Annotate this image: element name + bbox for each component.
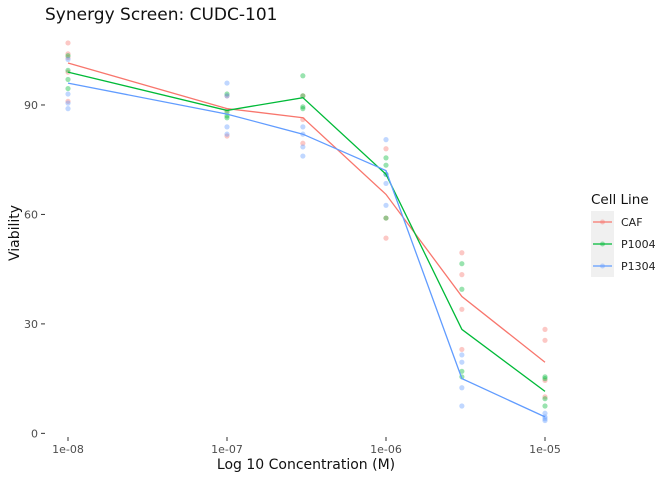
- y-axis-title: Viability: [7, 205, 23, 261]
- data-point-p1004: [459, 368, 465, 374]
- data-point-p1304: [65, 91, 71, 97]
- data-point-caf: [65, 51, 71, 57]
- data-point-p1304: [459, 403, 465, 409]
- series-line-p1004: [67, 71, 546, 392]
- data-point-p1304: [224, 131, 230, 137]
- data-point-p1304: [224, 93, 230, 99]
- data-point-p1004: [65, 85, 71, 92]
- data-point-caf: [224, 133, 230, 139]
- data-point-p1004: [65, 76, 71, 83]
- data-point-caf: [542, 326, 548, 332]
- data-point-p1004: [224, 91, 230, 97]
- legend-title: Cell Line: [591, 192, 649, 208]
- data-point-caf: [383, 215, 389, 221]
- series-line-p1304: [67, 82, 546, 418]
- plot-area: 0 30 60 90 1e-08 1e-07 1e-06 1e-05: [24, 40, 561, 456]
- data-point-p1304: [224, 124, 230, 130]
- data-point-p1304: [300, 124, 306, 130]
- data-point-p1304: [65, 100, 71, 106]
- data-point-p1304: [542, 416, 548, 422]
- data-point-caf: [224, 93, 230, 99]
- legend-label-caf: CAF: [621, 216, 643, 229]
- data-point-caf: [542, 377, 548, 384]
- data-point-p1304: [65, 56, 71, 62]
- data-point-p1004: [300, 104, 306, 110]
- data-point-caf: [300, 140, 306, 146]
- legend-label-p1304: P1304: [621, 260, 656, 273]
- legend-point-caf: [600, 219, 605, 225]
- data-point-p1004: [383, 155, 389, 161]
- data-point-p1304: [65, 106, 71, 112]
- legend-label-p1004: P1004: [621, 238, 656, 251]
- data-point-p1004: [459, 261, 465, 267]
- data-point-p1304: [300, 153, 306, 159]
- data-point-caf: [542, 337, 548, 343]
- data-point-caf: [300, 93, 306, 99]
- data-point-p1304: [542, 410, 548, 416]
- y-tick-label: 90: [24, 99, 38, 112]
- data-point-caf: [459, 272, 465, 278]
- data-point-p1004: [300, 73, 306, 79]
- data-point-p1304: [224, 80, 230, 86]
- data-point-p1004: [542, 376, 548, 382]
- x-tick-label: 1e-06: [370, 443, 402, 456]
- x-tick-label: 1e-08: [52, 443, 84, 456]
- data-point-p1304: [300, 144, 306, 150]
- data-point-p1004: [383, 215, 389, 221]
- data-point-p1304: [459, 352, 465, 358]
- data-point-p1004: [65, 67, 71, 73]
- data-point-p1004: [542, 396, 548, 402]
- x-tick-label: 1e-05: [529, 443, 561, 456]
- data-point-p1004: [300, 106, 306, 112]
- data-point-caf: [65, 54, 71, 61]
- y-tick-label: 60: [24, 208, 38, 221]
- data-point-caf: [459, 306, 465, 312]
- data-point-p1004: [383, 162, 389, 168]
- data-point-caf: [542, 394, 548, 400]
- y-tick-label: 30: [24, 318, 38, 331]
- data-point-p1304: [383, 202, 389, 208]
- legend: Cell Line CAF P1004 P1304: [591, 192, 656, 277]
- data-point-p1004: [224, 115, 230, 121]
- data-point-caf: [459, 346, 465, 353]
- data-point-p1004: [65, 53, 71, 59]
- data-point-p1304: [383, 180, 389, 187]
- data-point-caf: [65, 98, 71, 104]
- legend-point-p1004: [600, 241, 605, 247]
- data-point-p1304: [383, 137, 389, 143]
- series-line-caf: [67, 62, 546, 363]
- data-point-caf: [383, 146, 389, 152]
- data-point-caf: [65, 40, 71, 46]
- legend-point-p1304: [600, 263, 605, 269]
- data-point-p1004: [300, 93, 306, 99]
- data-point-p1304: [542, 417, 548, 424]
- x-axis-title: Log 10 Concentration (M): [217, 457, 395, 473]
- data-point-p1304: [459, 359, 465, 365]
- data-point-p1004: [459, 286, 465, 292]
- data-point-caf: [383, 235, 389, 241]
- data-point-p1004: [542, 374, 548, 380]
- x-tick-label: 1e-07: [211, 443, 243, 456]
- chart-title: Synergy Screen: CUDC-101: [45, 5, 277, 25]
- data-point-caf: [459, 250, 465, 256]
- y-tick-label: 0: [31, 427, 38, 440]
- data-point-p1304: [459, 385, 465, 391]
- data-point-p1004: [542, 403, 548, 409]
